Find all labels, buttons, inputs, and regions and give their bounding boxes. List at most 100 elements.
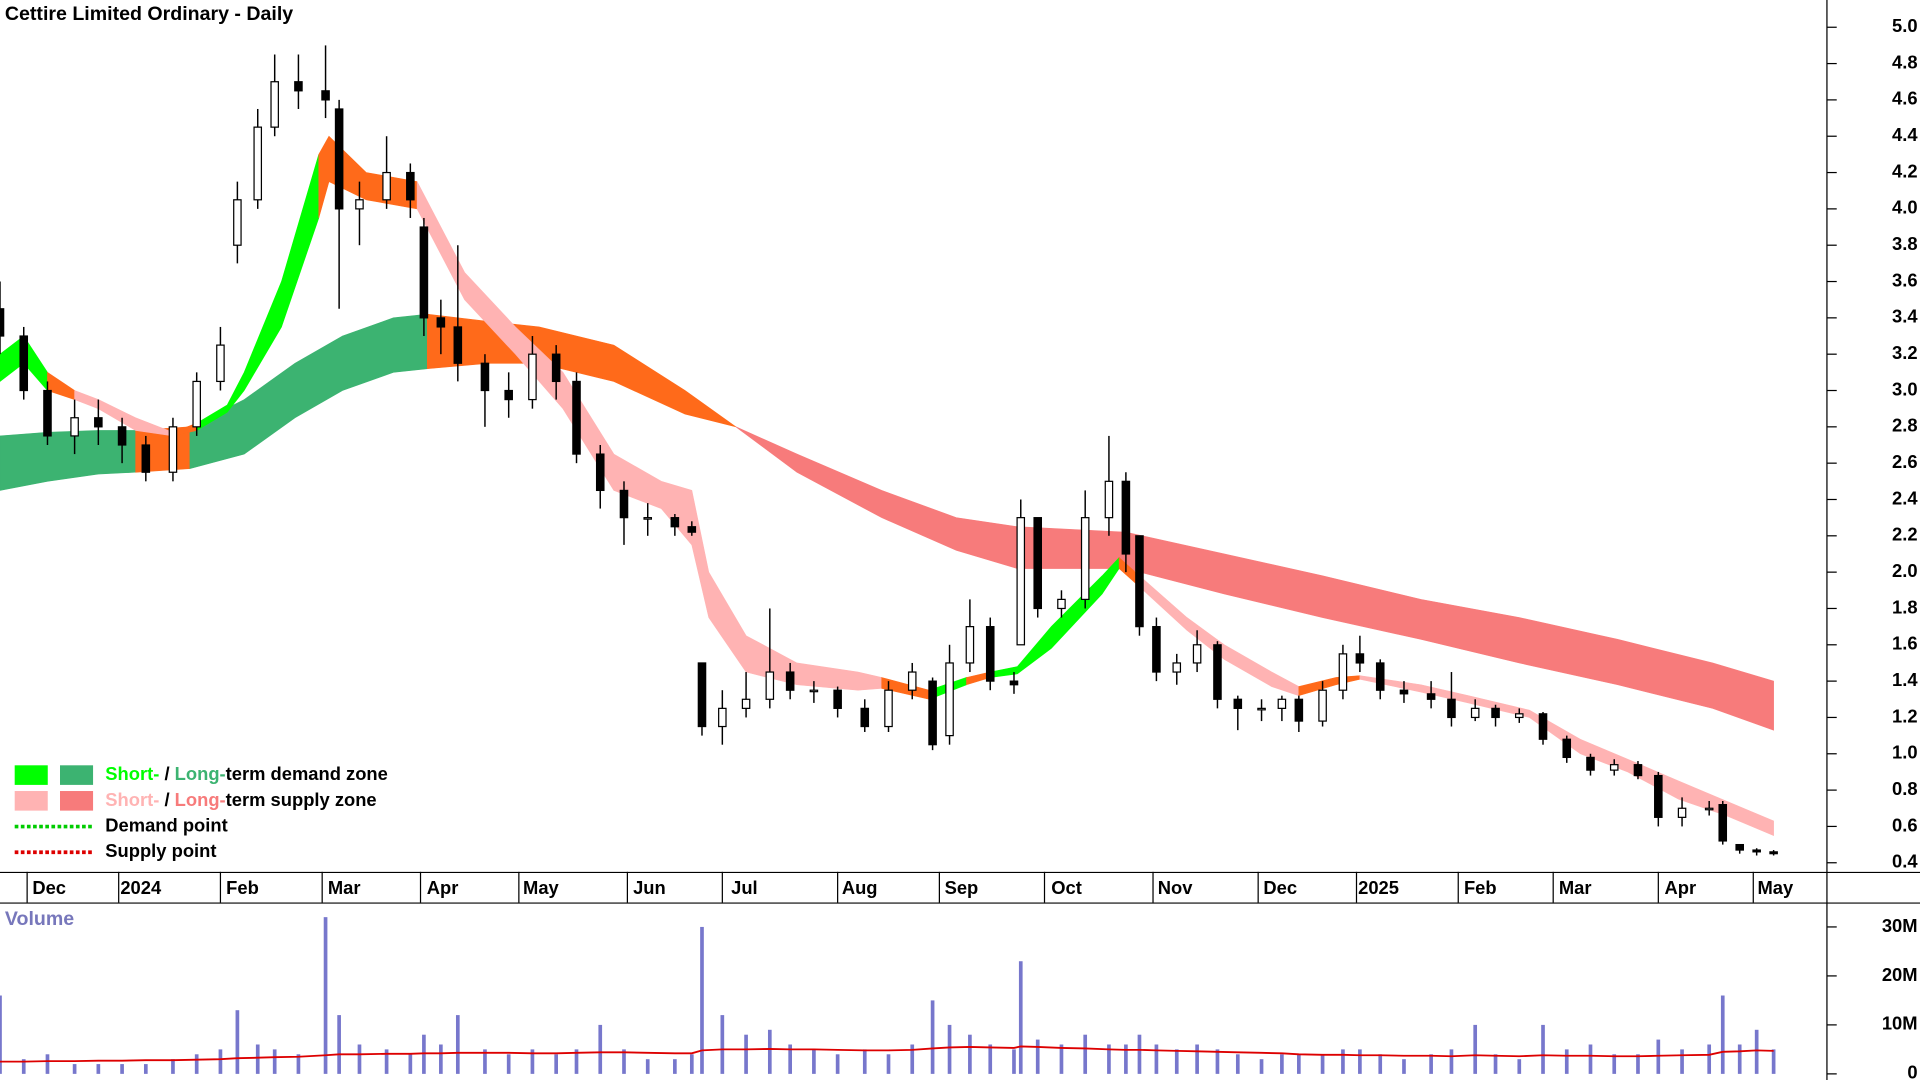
candle-body <box>1752 849 1761 853</box>
candle-body <box>619 489 629 519</box>
volume-bar <box>744 1034 748 1074</box>
candle-body <box>1538 713 1548 740</box>
x-tick-label: 2025 <box>1358 877 1399 898</box>
y-tick-label: 4.6 <box>1892 88 1918 109</box>
candle-body <box>1080 517 1090 600</box>
y-tick-label: 2.2 <box>1892 524 1918 545</box>
candle-body <box>1213 644 1222 700</box>
volume-bar <box>1018 961 1023 1074</box>
volume-bar <box>968 1034 972 1074</box>
candle-body <box>551 353 561 383</box>
volume-bar <box>1737 1044 1742 1074</box>
volume-bar <box>554 1054 559 1074</box>
legend-text-part: Supply point <box>105 840 216 861</box>
candle-body <box>406 171 415 201</box>
x-tick-label: May <box>523 877 560 898</box>
volume-bar <box>143 1064 148 1074</box>
candle-body <box>1718 804 1728 842</box>
volume-bar <box>700 926 704 1074</box>
x-tick-label: Mar <box>1559 877 1592 898</box>
candle-body <box>528 353 537 401</box>
legend-text: Supply point <box>105 840 216 861</box>
candle-body <box>1677 807 1687 818</box>
y-tick-label: 1.4 <box>1892 669 1918 690</box>
legend-text-part: Demand point <box>105 814 227 835</box>
candle-body <box>1586 756 1595 771</box>
y-tick-label: 3.2 <box>1892 342 1918 363</box>
candle-body <box>1009 680 1019 686</box>
y-tick-label: 5.0 <box>1892 15 1918 36</box>
volume-bar <box>622 1049 626 1074</box>
candle-body <box>643 517 653 520</box>
volume-bar <box>1588 1044 1593 1074</box>
candle-body <box>928 680 937 746</box>
volume-bar <box>1636 1054 1640 1074</box>
volume-bar <box>1341 1049 1345 1074</box>
volume-bar <box>357 1044 362 1074</box>
candle-body <box>765 671 775 700</box>
candle-body <box>907 671 917 691</box>
candle-body <box>809 689 819 693</box>
candle-body <box>833 689 842 709</box>
volume-bar <box>862 1049 867 1074</box>
y-tick-label: 20M <box>1882 964 1918 985</box>
volume-bar <box>1754 1029 1759 1074</box>
chart-title: Cettire Limited Ordinary - Daily <box>5 3 293 25</box>
volume-moving-average <box>0 1045 1774 1063</box>
volume-bar <box>1012 1049 1016 1074</box>
x-tick-label: Feb <box>1464 877 1497 898</box>
volume-bar <box>439 1044 443 1074</box>
volume-bar <box>1541 1024 1545 1074</box>
candle-body <box>1633 764 1643 777</box>
candle-body <box>1704 807 1714 811</box>
volume-bar <box>1473 1024 1478 1074</box>
y-tick-label: 1.8 <box>1892 596 1918 617</box>
volume-bar <box>96 1064 101 1074</box>
candle-body <box>1318 689 1327 722</box>
candle-body <box>1375 662 1385 691</box>
volume-bar <box>1174 1049 1179 1074</box>
volume-bar <box>1402 1059 1406 1074</box>
volume-bar <box>1297 1054 1301 1074</box>
candle-body <box>1562 738 1572 759</box>
candle-body <box>785 671 795 691</box>
y-tick-label: 10M <box>1882 1013 1918 1034</box>
volume-bar <box>1035 1039 1040 1074</box>
candle-body <box>294 81 303 92</box>
y-tick-label: 2.0 <box>1892 560 1918 581</box>
candle-body <box>321 90 330 101</box>
candle-body <box>697 662 707 728</box>
candle-body <box>1735 843 1744 851</box>
legend-text: Short- / Long-term demand zone <box>105 763 388 784</box>
candle-body <box>965 626 975 664</box>
volume-bar <box>296 1054 301 1074</box>
x-tick-label: Apr <box>427 877 459 898</box>
y-tick-label: 4.4 <box>1892 124 1918 145</box>
y-tick-label: 3.0 <box>1892 378 1918 399</box>
legend-text-part: term demand zone <box>226 763 388 784</box>
candle-body <box>1104 480 1114 519</box>
volume-bar <box>930 1000 935 1074</box>
volume-bar <box>194 1054 199 1074</box>
candle-body <box>0 308 5 337</box>
volume-bar <box>947 1024 952 1074</box>
volume-bar <box>1259 1059 1264 1074</box>
candle-body <box>70 417 79 437</box>
candle-body <box>1514 713 1524 719</box>
volume-bar <box>272 1049 277 1074</box>
candle-body <box>1192 644 1202 664</box>
volume-bar <box>255 1044 260 1074</box>
volume-bar <box>1429 1054 1433 1074</box>
volume-bar <box>337 1015 341 1074</box>
volume-bar <box>1107 1044 1111 1074</box>
x-tick-label: Nov <box>1158 877 1193 898</box>
candle-body <box>1135 535 1144 628</box>
volume-bar <box>506 1054 511 1074</box>
legend-swatch <box>14 791 48 811</box>
volume-bar <box>812 1049 816 1074</box>
y-tick-label: 1.2 <box>1892 705 1918 726</box>
candle-body <box>1172 662 1182 673</box>
candle-body <box>233 199 242 246</box>
candle-body <box>670 517 680 528</box>
candle-body <box>19 335 29 392</box>
